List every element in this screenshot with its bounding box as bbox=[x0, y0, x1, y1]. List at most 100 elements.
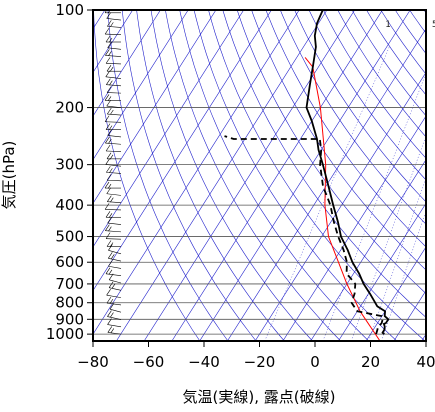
x-tick-label: −40 bbox=[188, 353, 220, 371]
wind-barb bbox=[104, 115, 122, 123]
wind-barb bbox=[107, 195, 122, 203]
wind-barb bbox=[106, 187, 122, 196]
mixing-ratio-label: 5 bbox=[432, 20, 435, 30]
mixing-ratio-line bbox=[368, 177, 426, 341]
wind-barb bbox=[105, 232, 122, 240]
wind-barb bbox=[105, 70, 122, 79]
dry-adiabat-line bbox=[236, 10, 426, 294]
y-axis-title: 気圧(hPa) bbox=[0, 141, 18, 210]
isotherm-line bbox=[199, 10, 411, 341]
wind-barb bbox=[104, 94, 121, 102]
wind-barb bbox=[104, 10, 121, 14]
wind-barb bbox=[106, 65, 121, 72]
dry-adiabat-line bbox=[366, 10, 426, 96]
isotherm-line bbox=[93, 10, 272, 292]
x-tick-label: −20 bbox=[244, 353, 276, 371]
wind-barb bbox=[106, 166, 122, 174]
wind-barb bbox=[105, 49, 122, 57]
mixing-ratio-label: 1 bbox=[385, 20, 390, 30]
isotherm-line bbox=[171, 10, 383, 341]
background-lines bbox=[93, 10, 426, 341]
wind-barb bbox=[106, 174, 122, 182]
dry-adiabat-line bbox=[165, 10, 341, 341]
isotherm-line bbox=[93, 10, 300, 335]
dry-adiabat-line bbox=[150, 10, 313, 341]
wind-barb bbox=[107, 107, 122, 116]
dry-adiabat-line bbox=[265, 10, 426, 248]
isotherm-line bbox=[93, 10, 161, 117]
y-tick-label: 300 bbox=[55, 156, 84, 174]
isotherm-line bbox=[93, 10, 244, 248]
isotherm-line bbox=[254, 71, 426, 341]
dry-adiabat-line bbox=[122, 10, 257, 341]
x-tick-label: −60 bbox=[133, 353, 165, 371]
wind-barb bbox=[107, 318, 122, 328]
wind-barb bbox=[107, 20, 122, 28]
wind-barb bbox=[108, 260, 122, 269]
wind-barb bbox=[105, 267, 122, 277]
mixing-ratio-line bbox=[264, 46, 390, 341]
dry-adiabat-line bbox=[294, 10, 426, 203]
wind-barb bbox=[105, 158, 122, 167]
wind-barb bbox=[106, 296, 122, 306]
wind-barb bbox=[104, 27, 122, 35]
dewpoint-line bbox=[224, 135, 384, 335]
dry-adiabat-line bbox=[136, 10, 285, 341]
dry-adiabat-line bbox=[208, 10, 426, 341]
dry-adiabat-line bbox=[251, 10, 426, 271]
x-tick-label: 40 bbox=[416, 353, 435, 371]
wind-barb bbox=[107, 41, 122, 50]
dry-adiabat-line bbox=[351, 10, 426, 117]
wind-barb bbox=[105, 136, 122, 145]
isotherm-line bbox=[338, 202, 426, 341]
dry-adiabat-line bbox=[337, 10, 426, 138]
mixing-ratio-labels: 15101520g bbox=[385, 20, 435, 30]
wind-barb bbox=[108, 281, 122, 291]
x-tick-label: −80 bbox=[77, 353, 109, 371]
wind-barb bbox=[105, 144, 122, 152]
wind-barb bbox=[107, 216, 122, 225]
wind-barb bbox=[108, 252, 122, 262]
mixing-ratio-line bbox=[350, 135, 426, 341]
y-tick-label: 200 bbox=[55, 99, 84, 117]
x-axis: −80 −60 −40 −20 0 20 40 bbox=[77, 341, 435, 371]
series-layer bbox=[224, 10, 390, 341]
wind-barb bbox=[106, 240, 121, 248]
wind-barb bbox=[106, 99, 122, 109]
dry-adiabat-line bbox=[107, 10, 229, 341]
x-tick-label: 20 bbox=[361, 353, 380, 371]
y-tick-label: 500 bbox=[55, 228, 84, 246]
isotherm-line bbox=[282, 115, 426, 341]
isotherm-line bbox=[93, 10, 189, 161]
dry-adiabat-line bbox=[280, 10, 426, 225]
grid bbox=[93, 9, 426, 335]
wind-barbs bbox=[104, 10, 122, 335]
y-tick-label: 600 bbox=[55, 253, 84, 271]
isotherm-line bbox=[310, 159, 426, 341]
y-tick-label: 800 bbox=[55, 294, 84, 312]
dry-adiabat-line bbox=[93, 10, 201, 341]
y-tick-label: 100 bbox=[55, 1, 84, 19]
wind-barb bbox=[105, 123, 121, 131]
x-axis-title: 気温(実線), 露点(破線) bbox=[183, 388, 336, 406]
y-tick-label: 400 bbox=[55, 196, 84, 214]
y-tick-label: 700 bbox=[55, 275, 84, 293]
wind-barb bbox=[107, 310, 122, 320]
isotherm-line bbox=[393, 289, 426, 341]
y-tick-label: 900 bbox=[55, 310, 84, 328]
wind-barb bbox=[106, 152, 121, 160]
isotherm-line bbox=[365, 246, 426, 341]
wind-barb bbox=[107, 129, 122, 138]
wind-barb bbox=[106, 86, 122, 94]
wind-barb bbox=[104, 203, 122, 211]
dry-adiabat-line bbox=[222, 10, 426, 318]
wind-barb bbox=[108, 244, 122, 255]
wind-barb bbox=[106, 78, 122, 87]
isotherm-line bbox=[116, 10, 328, 341]
wind-barb bbox=[106, 12, 122, 21]
x-tick-label: 0 bbox=[310, 353, 320, 371]
dry-adiabat-line bbox=[193, 10, 398, 341]
wind-barb bbox=[107, 326, 122, 335]
